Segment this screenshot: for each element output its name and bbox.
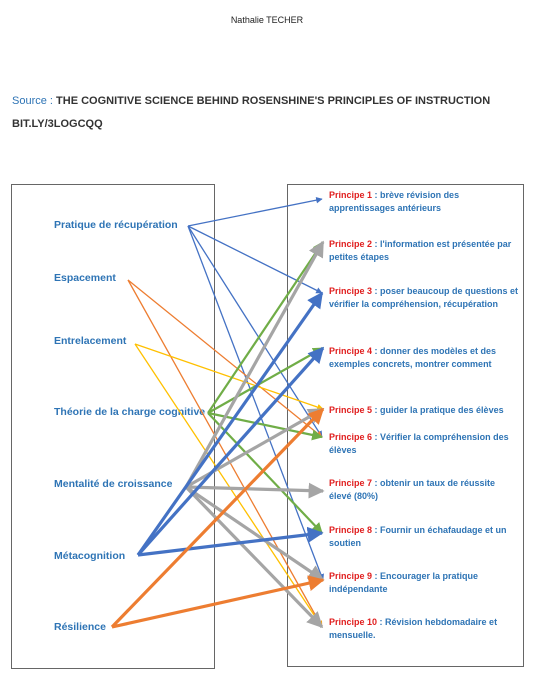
concept-metacognition: Métacognition (54, 550, 126, 562)
principle-10: Principe 10 : Révision hebdomadaire et m… (329, 617, 498, 640)
concept-spacing: Espacement (54, 272, 116, 284)
concept-growth-mindset: Mentalité de croissance (54, 478, 173, 490)
source-link[interactable]: BIT.LY/3LOGCQQ (12, 118, 103, 130)
arrow-5-to-principle-2 (184, 240, 325, 488)
concept-cognitive-load: Théorie de la charge cognitive (54, 406, 206, 418)
arrow-5-to-principle-7 (185, 482, 325, 499)
source-title: THE COGNITIVE SCIENCE BEHIND ROSENSHINE'… (56, 95, 491, 107)
principle-3: Principe 3 : poser beaucoup de questions… (329, 286, 519, 309)
arrow-3-to-principle-10 (134, 343, 323, 628)
concept-resilience: Résilience (54, 621, 106, 633)
principle-4: Principe 4 : donner des modèles et des e… (329, 346, 497, 369)
source-line: Source : THE COGNITIVE SCIENCE BEHIND RO… (12, 95, 490, 107)
source-label: Source : (12, 95, 57, 107)
arrow-6-to-principle-3 (136, 291, 324, 556)
arrow-2-to-principle-10 (127, 279, 323, 628)
principle-6: Principe 6 : Vérifier la compréhension d… (329, 432, 509, 455)
arrow-1-to-principle-9 (187, 225, 324, 581)
author-name: Nathalie TECHER (230, 15, 304, 25)
arrow-4-to-principle-4 (207, 347, 324, 414)
arrow-4-to-principle-6 (207, 411, 324, 441)
arrow-6-to-principle-4 (136, 346, 325, 557)
arrow-7-to-principle-5 (110, 407, 325, 629)
arrow-6-to-principle-8 (137, 526, 324, 557)
arrow-1-to-principle-6 (187, 225, 323, 438)
principles-box (287, 184, 524, 667)
concepts-box (11, 184, 215, 669)
concept-retrieval-practice: Pratique de récupération (54, 219, 178, 231)
arrow-4-to-principle-8 (207, 412, 323, 534)
arrow-1-to-principle-1 (187, 196, 323, 227)
principle-8: Principe 8 : Fournir un échafaudage et u… (329, 525, 507, 548)
principle-7: Principe 7 : obtenir un taux de réussite… (329, 478, 496, 501)
principle-5: Principe 5 : guider la pratique des élèv… (329, 405, 504, 415)
arrow-5-to-principle-9 (185, 485, 325, 582)
concept-interleaving: Entrelacement (54, 335, 127, 347)
principle-1: Principe 1 : brève révision des apprenti… (329, 190, 460, 213)
arrow-2-to-principle-6 (127, 279, 323, 438)
arrow-7-to-principle-9 (111, 575, 325, 629)
arrow-3-to-principle-5 (134, 343, 324, 411)
principle-9: Principe 9 : Encourager la pratique indé… (329, 571, 479, 594)
arrow-5-to-principle-10 (184, 485, 324, 629)
principle-2: Principe 2 : l'information est présentée… (329, 239, 512, 262)
arrow-4-to-principle-2 (207, 241, 324, 414)
